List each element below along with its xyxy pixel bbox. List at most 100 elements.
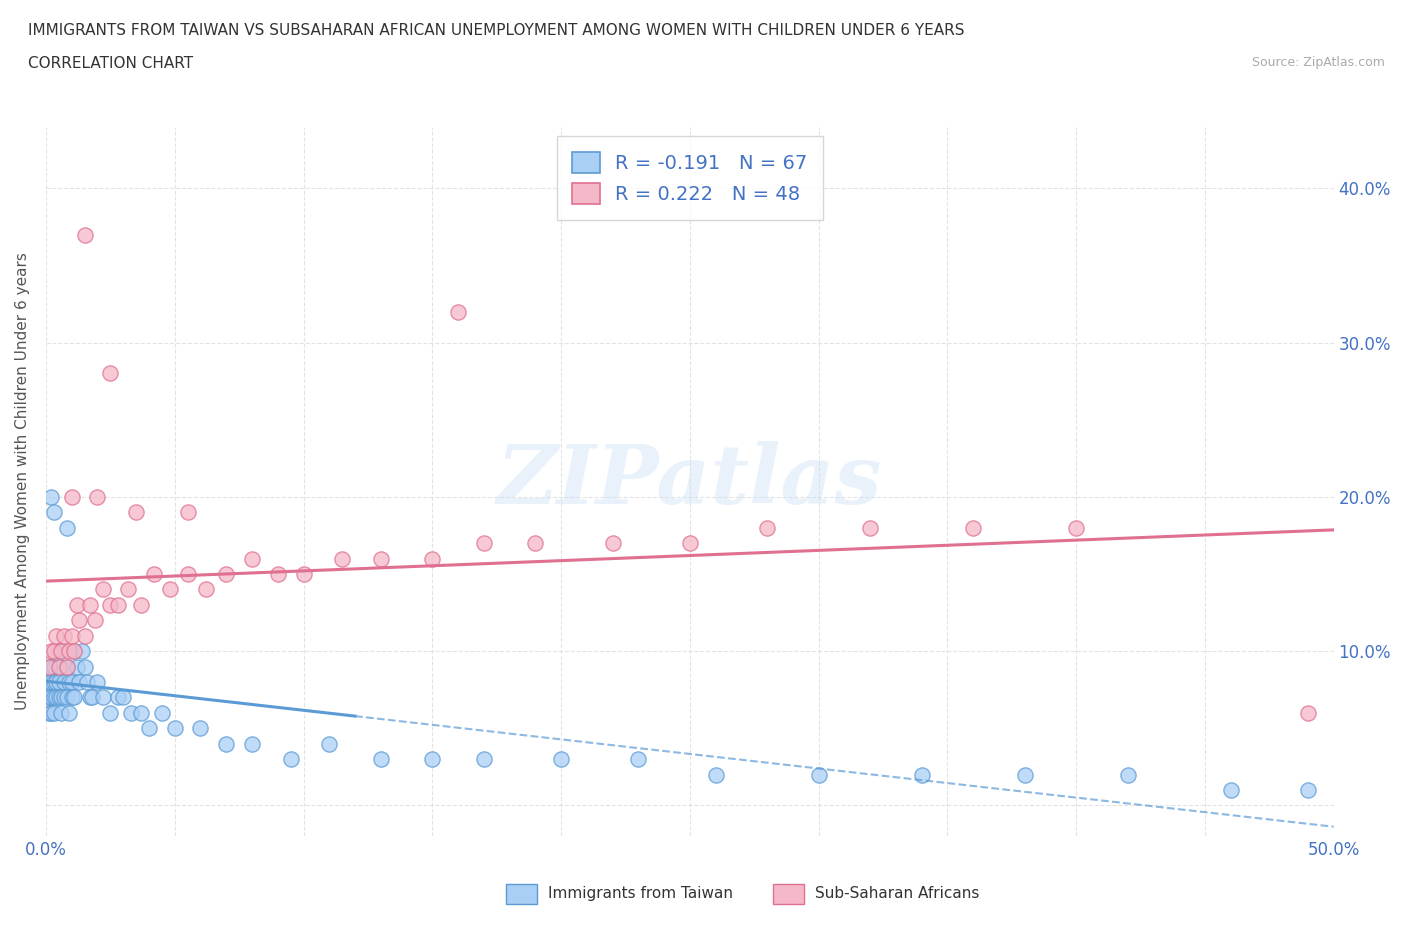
Point [910, 767, 932, 782]
Point [129, 597, 152, 612]
Point [39, 644, 62, 658]
Point [39, 489, 62, 504]
Point [1296, 783, 1319, 798]
Point [66, 597, 89, 612]
Point [55, 659, 77, 674]
Point [38, 706, 60, 721]
Point [107, 690, 129, 705]
Point [602, 536, 624, 551]
Point [73, 227, 96, 242]
Point [756, 520, 779, 535]
Point [42, 674, 65, 689]
Point [267, 566, 290, 581]
Point [370, 551, 392, 566]
Point [550, 751, 572, 766]
Point [318, 737, 340, 751]
Legend: R = -0.191   N = 67, R = 0.222   N = 48: R = -0.191 N = 67, R = 0.222 N = 48 [557, 137, 823, 219]
Point [98, 706, 121, 721]
Bar [773, 884, 804, 904]
Point [48, 659, 70, 674]
Point [58, 706, 80, 721]
Point [1116, 767, 1139, 782]
Point [58, 674, 80, 689]
Point [859, 520, 882, 535]
Point [51, 706, 73, 721]
Point [112, 690, 135, 705]
Point [38, 659, 60, 674]
Point [86, 674, 108, 689]
Point [45, 629, 67, 644]
Point [79, 690, 101, 705]
Point [55, 520, 77, 535]
Point [42, 644, 65, 658]
Bar [506, 884, 537, 904]
Point [55, 659, 77, 674]
Point [60, 629, 83, 644]
Text: CORRELATION CHART: CORRELATION CHART [28, 56, 193, 71]
Point [86, 489, 108, 504]
Point [39, 659, 62, 674]
Point [51, 690, 73, 705]
Point [420, 751, 443, 766]
Point [176, 566, 198, 581]
Point [83, 613, 105, 628]
Point [138, 721, 160, 736]
Point [42, 505, 65, 520]
Text: IMMIGRANTS FROM TAIWAN VS SUBSAHARAN AFRICAN UNEMPLOYMENT AMONG WOMEN WITH CHILD: IMMIGRANTS FROM TAIWAN VS SUBSAHARAN AFR… [28, 23, 965, 38]
Point [194, 582, 217, 597]
Point [45, 674, 67, 689]
Point [704, 767, 727, 782]
Y-axis label: Unemployment Among Women with Children Under 6 years: Unemployment Among Women with Children U… [15, 253, 30, 711]
Text: Sub-Saharan Africans: Sub-Saharan Africans [815, 886, 980, 901]
Point [472, 536, 495, 551]
Point [82, 690, 104, 705]
Point [69, 674, 91, 689]
Point [63, 644, 86, 658]
Point [962, 520, 984, 535]
Point [1064, 520, 1087, 535]
Point [98, 366, 121, 381]
Point [280, 751, 302, 766]
Point [240, 737, 263, 751]
Point [1219, 783, 1241, 798]
Point [53, 629, 76, 644]
Point [1296, 706, 1319, 721]
Point [69, 613, 91, 628]
Point [70, 644, 93, 658]
Point [63, 644, 86, 658]
Point [807, 767, 830, 782]
Point [150, 706, 173, 721]
Point [190, 721, 212, 736]
Point [292, 566, 315, 581]
Point [472, 751, 495, 766]
Point [63, 690, 86, 705]
Point [42, 706, 65, 721]
Point [370, 751, 392, 766]
Point [60, 674, 83, 689]
Point [79, 597, 101, 612]
Point [524, 536, 547, 551]
Point [73, 659, 96, 674]
Point [48, 674, 70, 689]
Point [420, 551, 443, 566]
Point [53, 690, 76, 705]
Point [39, 690, 62, 705]
Point [38, 674, 60, 689]
Point [143, 566, 166, 581]
Point [53, 674, 76, 689]
Point [120, 706, 142, 721]
Point [117, 582, 139, 597]
Point [42, 659, 65, 674]
Point [58, 644, 80, 658]
Point [98, 597, 121, 612]
Point [55, 690, 77, 705]
Point [60, 690, 83, 705]
Text: Immigrants from Taiwan: Immigrants from Taiwan [548, 886, 734, 901]
Point [38, 690, 60, 705]
Point [91, 582, 114, 597]
Point [76, 674, 98, 689]
Point [51, 644, 73, 658]
Point [45, 690, 67, 705]
Point [39, 674, 62, 689]
Point [91, 690, 114, 705]
